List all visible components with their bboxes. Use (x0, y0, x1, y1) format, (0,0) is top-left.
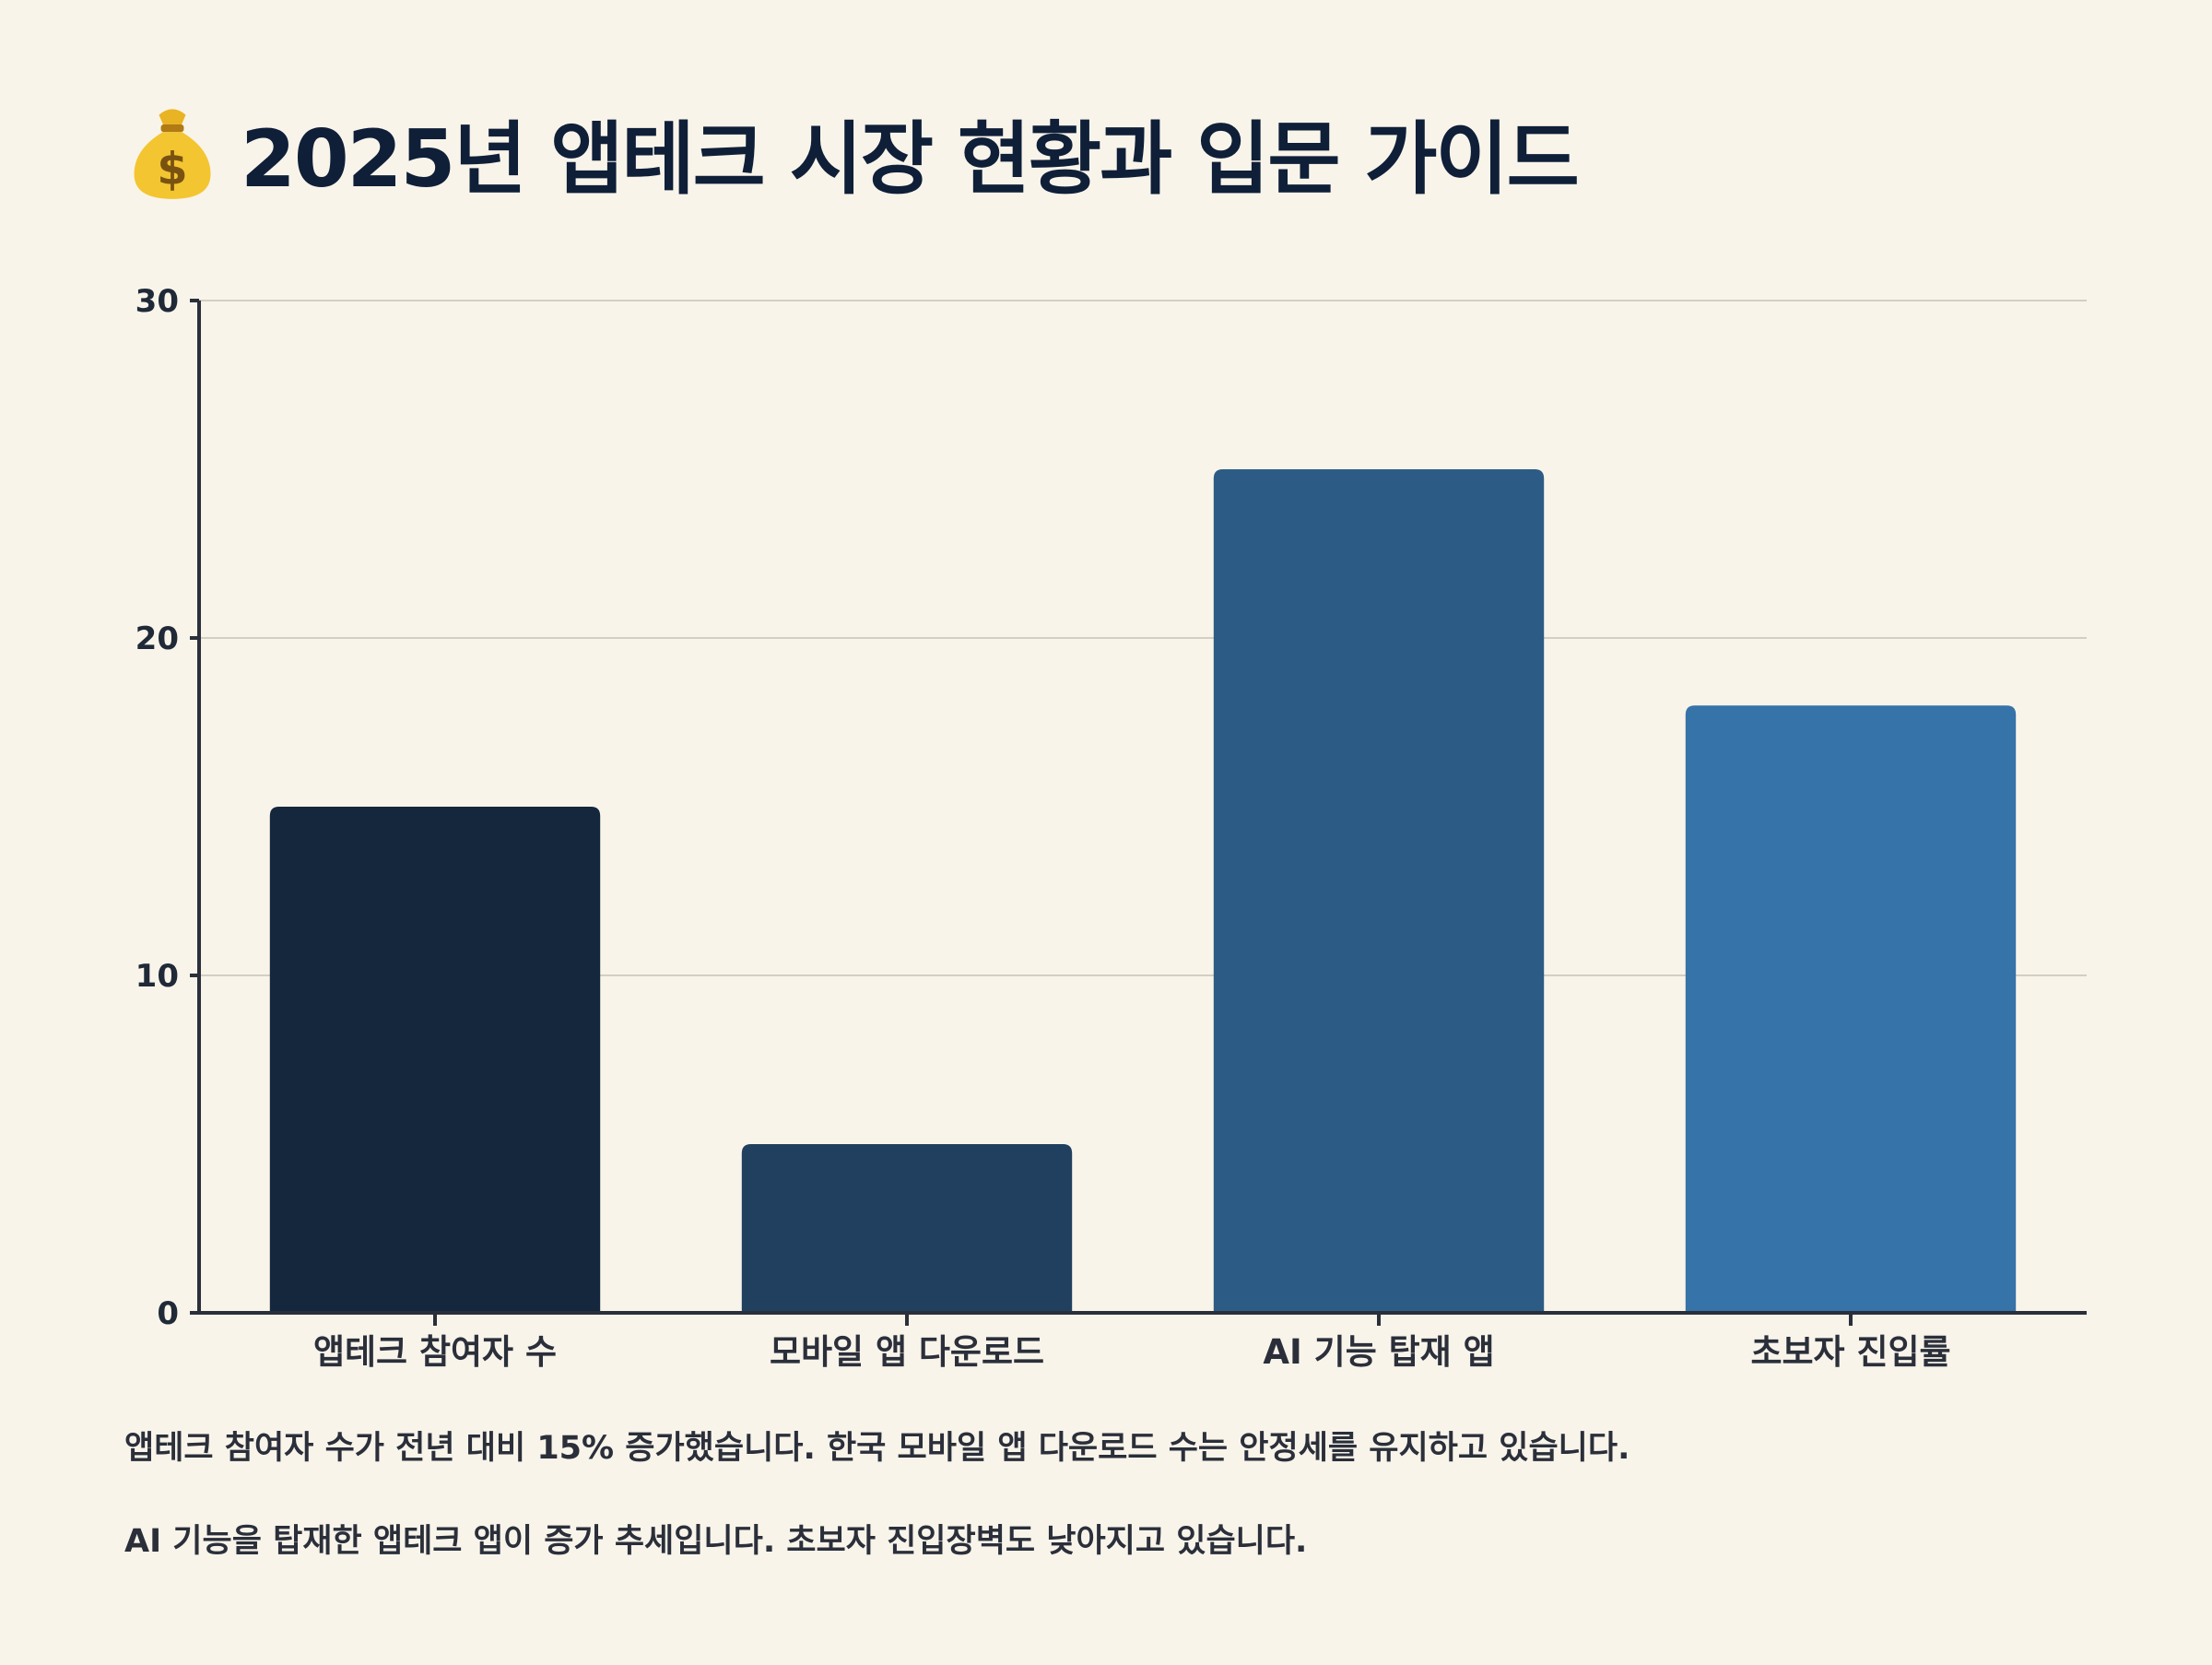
y-tick-label: 30 (135, 283, 179, 320)
x-tick-label: 모바일 앱 다운로드 (770, 1332, 1044, 1372)
caption-1: 앱테크 참여자 수가 전년 대비 15% 증가했습니다. 한국 모바일 앱 다운… (124, 1430, 1630, 1467)
x-tick-label: 초보자 진입률 (1750, 1332, 1950, 1372)
axis-labels: 0 10 20 30 앱테크 참여자 수 모바일 앱 다운로드 AI 기능 탑재 앱 초보자 … (135, 283, 1951, 1372)
x-tick-label: AI 기능 탑재 앱 (1263, 1332, 1494, 1372)
y-tick-label: 10 (135, 958, 179, 995)
x-tick-label: 앱테크 참여자 수 (313, 1332, 557, 1372)
bar (269, 807, 601, 1313)
bar (1213, 469, 1545, 1313)
caption-2: AI 기능을 탑재한 앱테크 앱이 증가 추세입니다. 초보자 진입장벽도 낮아… (124, 1523, 1308, 1560)
svg-text:$: $ (157, 144, 187, 195)
y-tick-label: 20 (135, 620, 179, 657)
bars (269, 469, 2017, 1313)
title-row: $ 2025년 앱테크 시장 현황과 입문 가이드 (124, 96, 1580, 207)
axes (190, 299, 2087, 1326)
bar (1685, 705, 2017, 1313)
money-bag-icon: $ (134, 109, 211, 199)
bar (741, 1144, 1073, 1313)
page-title: 2025년 앱테크 시장 현황과 입문 가이드 (241, 112, 1580, 206)
y-tick-label: 0 (157, 1295, 179, 1332)
